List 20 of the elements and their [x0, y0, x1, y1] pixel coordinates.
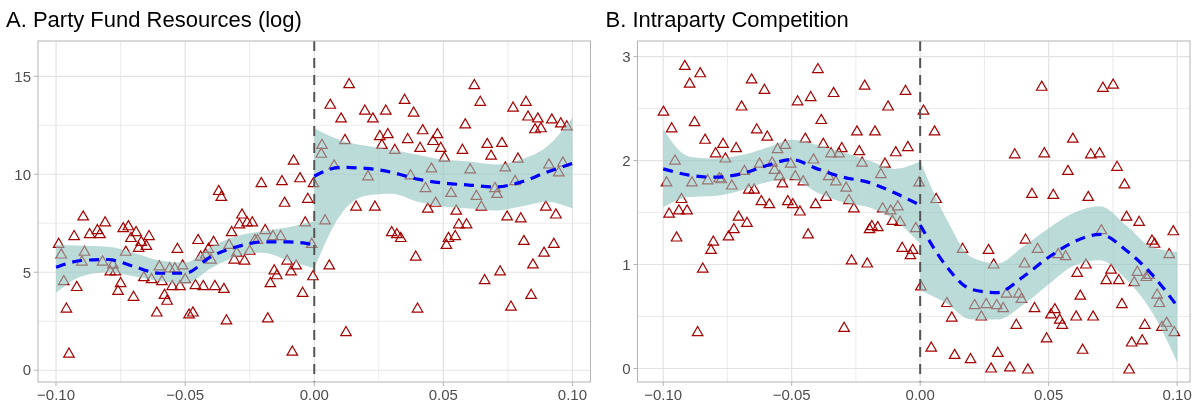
y-tick-label: 0 [22, 361, 31, 379]
x-tick-label: −0.05 [772, 386, 811, 403]
y-tick-label: 3 [622, 47, 631, 65]
x-tick-label: 0.10 [1162, 386, 1192, 403]
y-tick-label: 15 [14, 67, 31, 85]
chart-title: B. Intraparty Competition [605, 7, 849, 32]
y-tick-label: 5 [22, 263, 31, 281]
x-tick-label: 0.10 [557, 386, 588, 403]
x-tick-label: −0.10 [644, 386, 683, 403]
x-tick-label: 0.00 [905, 386, 935, 403]
y-tick-label: 10 [14, 165, 31, 183]
x-tick-label: −0.05 [166, 386, 205, 403]
y-tick-label: 0 [622, 359, 631, 377]
x-tick-label: 0.05 [428, 386, 458, 403]
chart-title: A. Party Fund Resources (log) [6, 7, 302, 32]
x-tick-label: 0.00 [299, 386, 329, 403]
x-tick-label: 0.05 [1034, 386, 1064, 403]
y-tick-label: 1 [622, 255, 631, 273]
y-tick-label: 2 [622, 151, 631, 169]
x-tick-label: −0.10 [37, 386, 76, 403]
